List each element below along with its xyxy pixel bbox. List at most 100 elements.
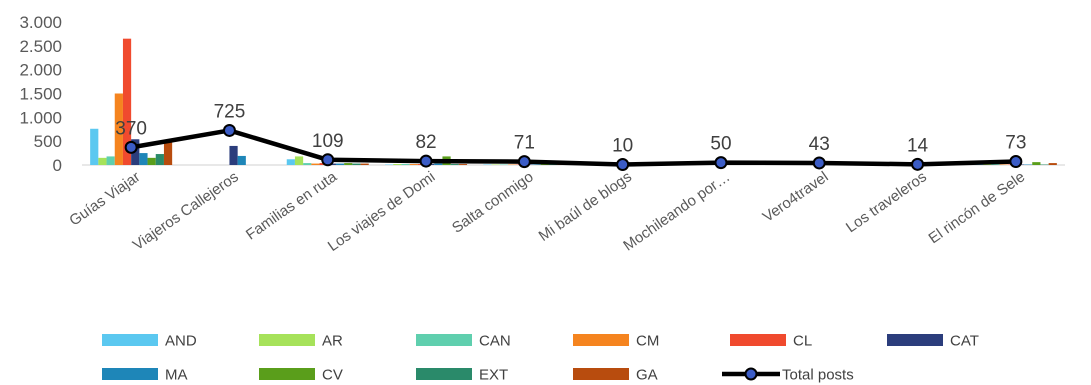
legend-swatch (573, 368, 629, 380)
bar-cm (409, 164, 418, 165)
total-posts-point (419, 154, 433, 168)
x-tick-label: Salta conmigo (449, 168, 537, 236)
bar-cv (344, 163, 353, 165)
legend-item-cat: CAT (887, 333, 979, 350)
legend-item-and: AND (102, 333, 197, 350)
legend-label: CAT (950, 333, 979, 350)
legend-swatch (102, 334, 158, 346)
legend-swatch (416, 334, 472, 346)
y-tick-label: 500 (34, 132, 62, 151)
legend-item-cl: CL (730, 333, 812, 350)
legend-item-ga: GA (573, 367, 658, 384)
bar-cv (147, 157, 156, 165)
bar-ma (139, 153, 148, 165)
legend-marker (744, 367, 758, 381)
bar-ext (352, 163, 361, 165)
legend-label: Total posts (782, 367, 854, 384)
total-posts-point (222, 123, 236, 137)
bar-ext (155, 154, 164, 165)
bar-can (991, 164, 1000, 165)
legend-item-total-posts: Total posts (722, 367, 854, 384)
bar-ga (1048, 163, 1057, 165)
data-label: 10 (612, 136, 633, 157)
bar-ar (393, 164, 402, 165)
bar-cm (311, 163, 320, 165)
total-posts-point (714, 156, 728, 170)
data-label: 725 (214, 101, 246, 122)
legend-label: AR (322, 333, 343, 350)
bar-cv (540, 164, 549, 165)
legend-label: GA (636, 367, 658, 384)
bar-ar (98, 157, 107, 165)
bar-cm (114, 93, 123, 165)
y-tick-label: 2.000 (19, 61, 62, 80)
legend-item-cv: CV (259, 367, 343, 384)
bar-ar (294, 156, 304, 165)
legend-swatch (730, 334, 786, 346)
x-tick-label: Los viajes de Domi (325, 168, 439, 255)
y-tick-label: 2.500 (19, 37, 62, 56)
bar-cl (122, 38, 132, 165)
total-posts-point (616, 158, 630, 172)
bar-ga (458, 164, 468, 165)
legend-label: CV (322, 367, 343, 384)
data-label: 82 (415, 132, 436, 153)
x-tick-label: Mi baúl de blogs (536, 168, 635, 245)
total-posts-point (1009, 155, 1023, 169)
total-posts-line-path (130, 128, 1016, 167)
bar-cat (229, 145, 238, 165)
data-label: 109 (312, 131, 344, 152)
legend-item-ma: MA (102, 367, 188, 384)
data-label: 50 (710, 134, 731, 155)
legend-item-can: CAN (416, 333, 511, 350)
total-posts-point (812, 156, 826, 170)
legend-label: MA (165, 367, 188, 384)
legend-item-cm: CM (573, 333, 659, 350)
data-label: 370 (115, 118, 147, 139)
x-tick-label: Vero4travel (760, 168, 832, 225)
data-label: 73 (1005, 133, 1026, 154)
bar-can (303, 163, 312, 165)
bar-can (106, 156, 115, 165)
x-tick-label: Mochileando por… (620, 168, 733, 254)
y-tick-label: 0 (53, 156, 62, 175)
legend-swatch (887, 334, 943, 346)
total-posts-line (124, 123, 1023, 172)
y-tick-label: 3.000 (19, 13, 62, 32)
x-tick-label: Viajeros Callejeros (130, 168, 242, 254)
x-tick-label: Guías Viajar (66, 168, 143, 229)
bar-and (286, 159, 295, 165)
legend-swatch (259, 334, 315, 346)
bar-ext (450, 164, 459, 165)
legend-label: AND (165, 333, 197, 350)
bar-ga (360, 163, 369, 165)
plot-area: 0 500 1.000 1.500 2.000 2.500 3.000 370 725 109 8… (19, 13, 1065, 255)
legend-swatch (259, 368, 315, 380)
x-tick-label: Los traveleros (843, 168, 930, 236)
data-label: 43 (809, 134, 830, 155)
legend-swatch (573, 334, 629, 346)
total-posts-point (517, 155, 531, 169)
total-posts-point (124, 140, 138, 154)
bar-can (401, 164, 410, 165)
data-label: 71 (514, 133, 535, 154)
total-posts-point (911, 157, 925, 171)
bar-ma (434, 163, 443, 165)
x-tick-label: Familias en ruta (243, 168, 341, 244)
y-tick-label: 1.500 (19, 85, 62, 104)
bar-cv (1032, 162, 1041, 165)
y-tick-label: 1.000 (19, 108, 62, 127)
y-axis: 0 500 1.000 1.500 2.000 2.500 3.000 (19, 13, 62, 175)
data-labels: 370 725 109 82 71 10 50 43 14 73 (115, 101, 1026, 156)
legend-item-ar: AR (259, 333, 343, 350)
total-posts-point (321, 153, 335, 167)
bar-and (90, 128, 99, 165)
bar-ma (335, 163, 345, 165)
legend-label: CM (636, 333, 659, 350)
x-tick-label: El rincón de Sele (925, 168, 1028, 247)
bar-ga (163, 140, 173, 165)
legend-swatch (416, 368, 472, 380)
legend: AND AR CAN CM CL CAT MA CV EXT GA Total posts (102, 333, 979, 384)
bar-ma (237, 155, 246, 165)
